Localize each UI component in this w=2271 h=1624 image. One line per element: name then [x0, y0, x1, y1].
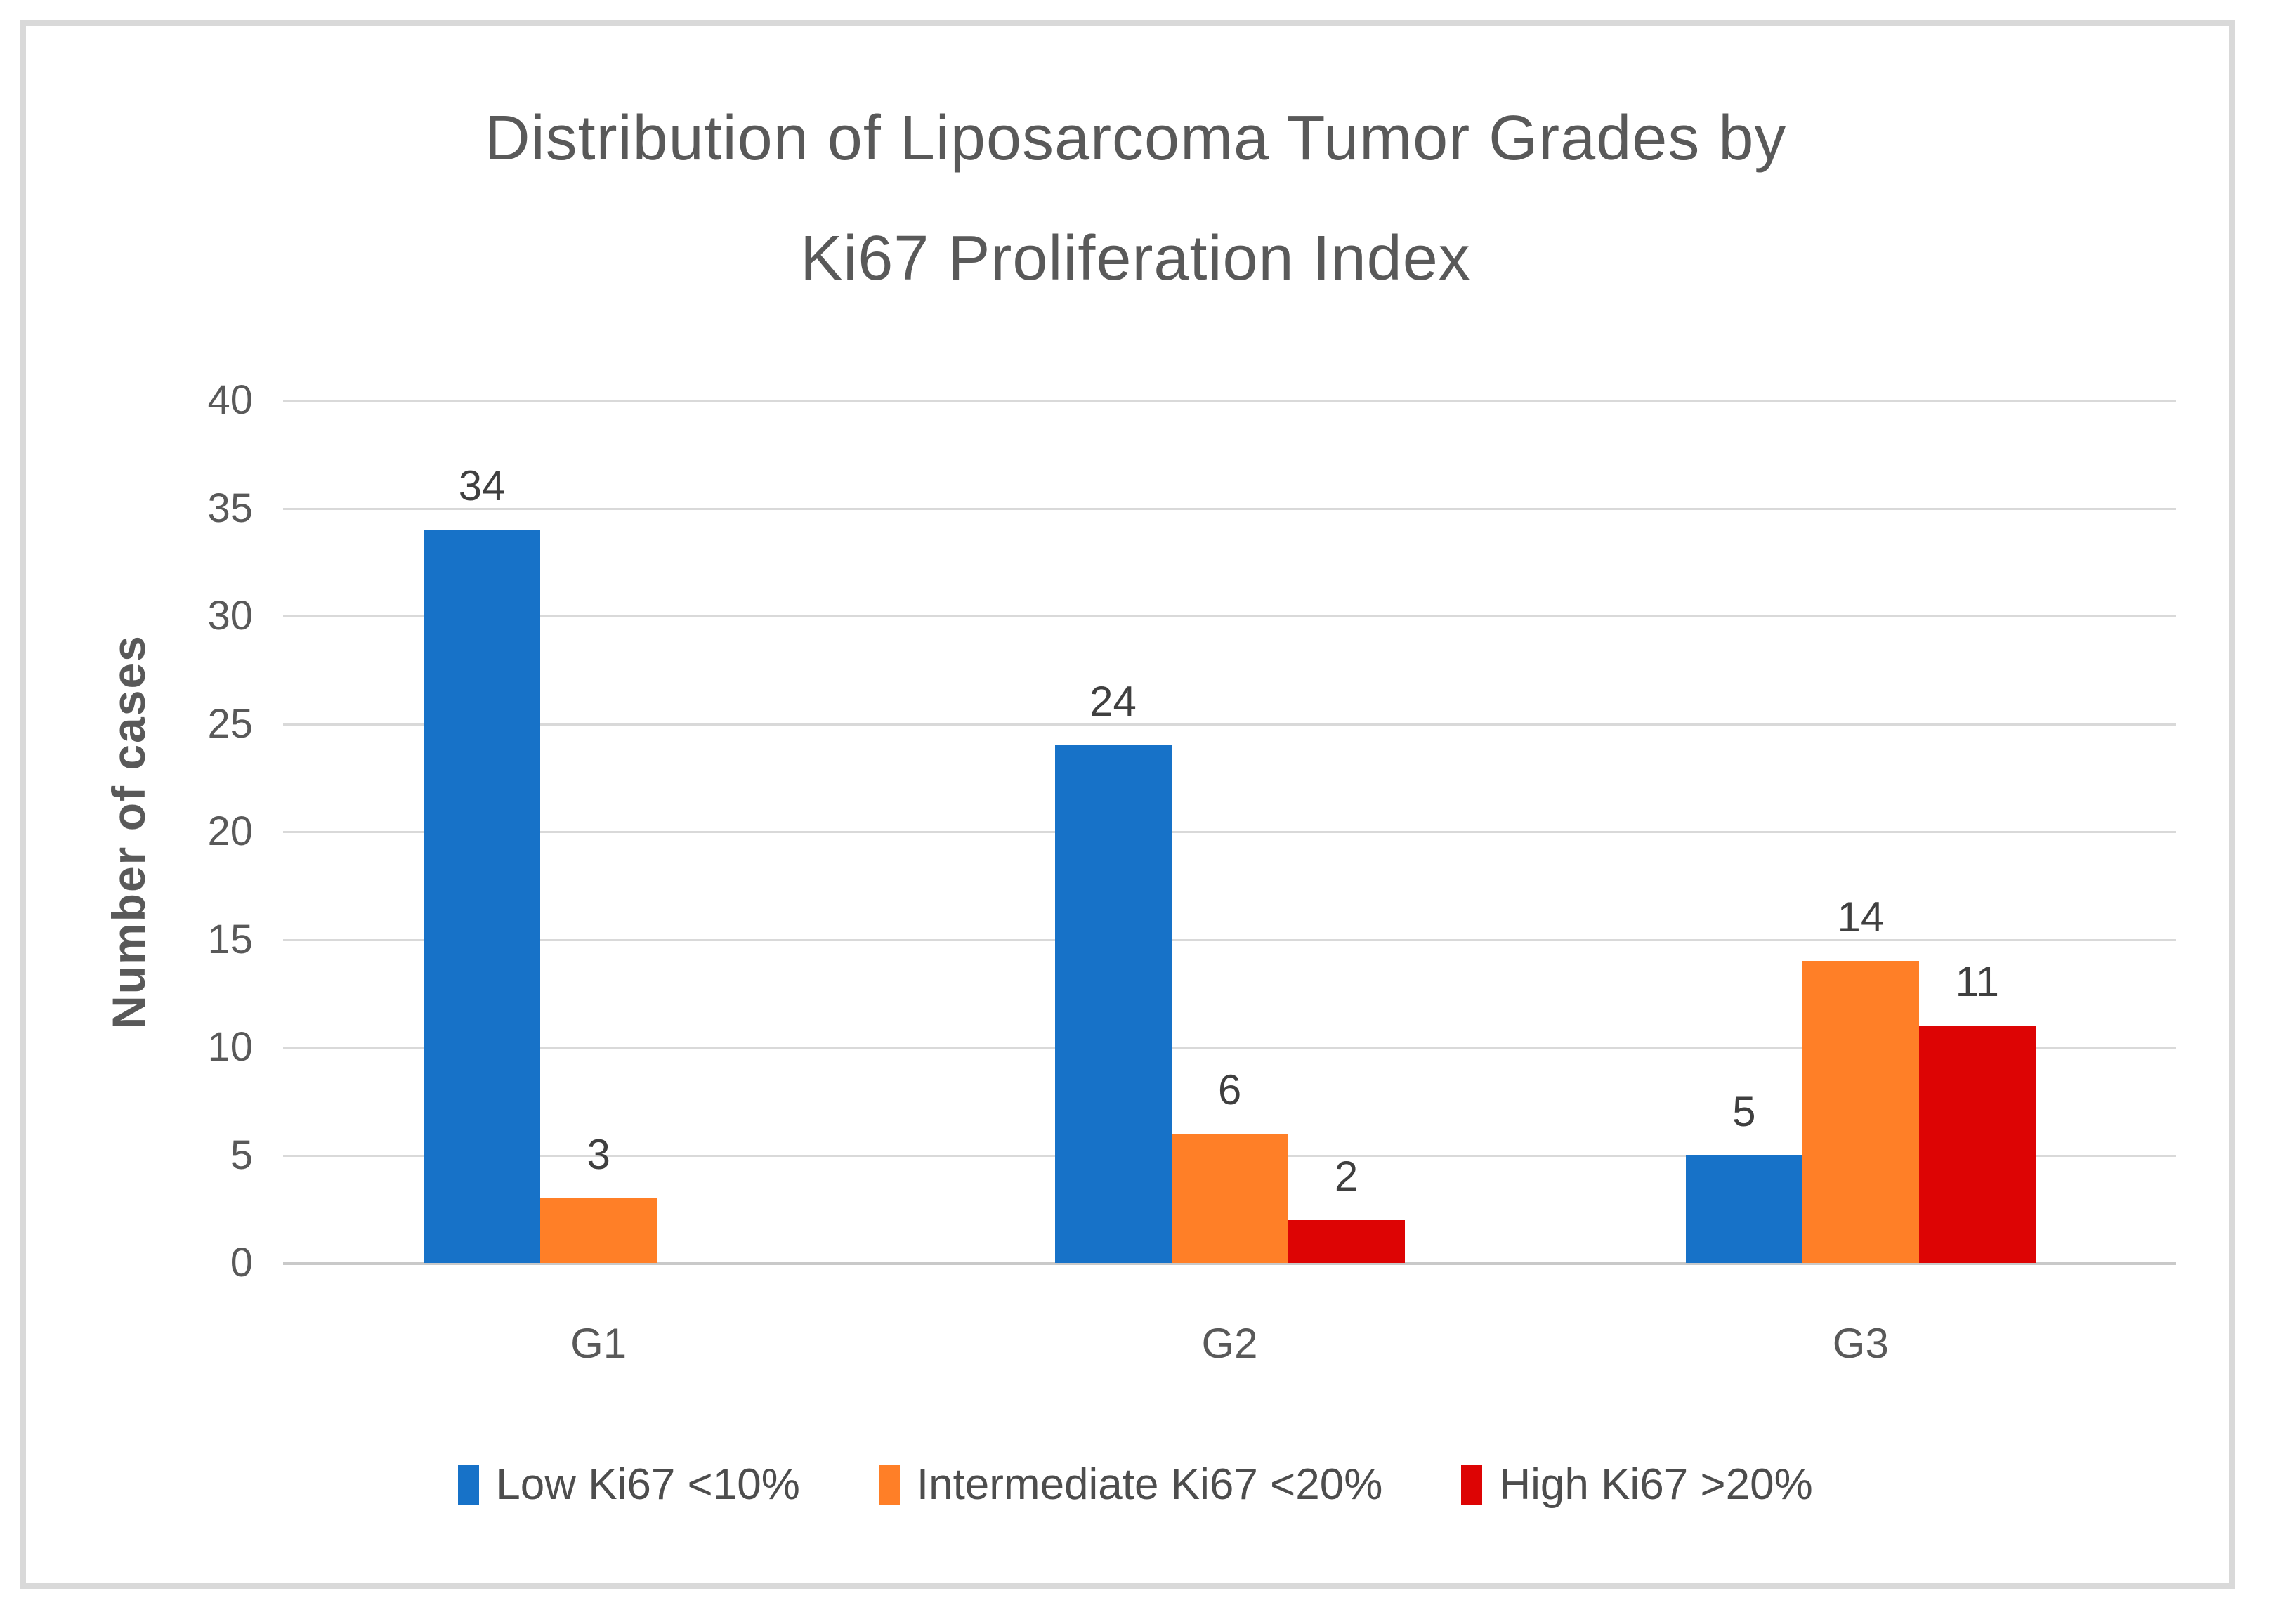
- chart-title: Distribution of Liposarcoma Tumor Grades…: [0, 79, 2271, 319]
- bar-value-label-G2-series-0: 24: [1089, 678, 1137, 726]
- bar-G1-series-1: [540, 1198, 657, 1263]
- gridline-0: [283, 1262, 2176, 1265]
- gridline-15: [283, 938, 2176, 941]
- bar-G3-series-1: [1802, 961, 1919, 1263]
- gridline-10: [283, 1047, 2176, 1049]
- bar-G2-series-1: [1171, 1133, 1288, 1263]
- chart-title-line-1: Distribution of Liposarcoma Tumor Grades…: [484, 103, 1787, 173]
- legend-label-2: High Ki67 >20%: [1499, 1460, 1813, 1509]
- bar-slot-G2-2: 2: [1288, 400, 1405, 1263]
- bar-value-label-G3-series-2: 11: [1955, 958, 1999, 1006]
- gridline-30: [283, 615, 2176, 617]
- bar-slot-G3-0: 5: [1685, 400, 1802, 1263]
- legend-label-0: Low Ki67 <10%: [496, 1460, 800, 1509]
- y-tick-label-25: 25: [207, 700, 253, 747]
- bar-G1-series-0: [424, 530, 541, 1263]
- y-tick-label-30: 30: [207, 593, 253, 639]
- y-tick-label-15: 15: [207, 916, 253, 962]
- bar-value-label-G3-series-1: 14: [1837, 893, 1885, 941]
- bar-value-label-G1-series-1: 3: [587, 1130, 610, 1178]
- legend-entry-1: Intermediate Ki67 <20%: [878, 1460, 1383, 1510]
- legend-entry-2: High Ki67 >20%: [1461, 1460, 1813, 1510]
- category-label-G1: G1: [570, 1320, 627, 1367]
- y-tick-label-35: 35: [207, 485, 253, 531]
- legend-swatch-2: [1461, 1464, 1483, 1505]
- y-tick-label-20: 20: [207, 808, 253, 854]
- category-label-G3: G3: [1832, 1320, 1889, 1367]
- legend: Low Ki67 <10% Intermediate Ki67 <20% High …: [0, 1460, 2271, 1510]
- bar-value-label-G1-series-0: 34: [458, 462, 506, 510]
- gridline-20: [283, 831, 2176, 833]
- legend-label-1: Intermediate Ki67 <20%: [916, 1460, 1383, 1509]
- bar-G2-series-2: [1288, 1219, 1405, 1263]
- legend-swatch-1: [878, 1464, 900, 1505]
- bar-slot-G2-1: 6: [1171, 400, 1288, 1263]
- bar-value-label-G2-series-1: 6: [1217, 1066, 1242, 1113]
- plot-area: 34 3 24 6 2 5 14 11: [283, 400, 2176, 1265]
- gridline-25: [283, 723, 2176, 726]
- bar-value-label-G3-series-0: 5: [1732, 1087, 1756, 1135]
- bar-slot-G1-0: 34: [424, 400, 541, 1263]
- bar-slot-G1-1: 3: [540, 400, 657, 1263]
- y-tick-label-40: 40: [207, 377, 253, 423]
- legend-swatch-0: [458, 1464, 480, 1505]
- bar-G2-series-0: [1054, 745, 1172, 1263]
- bar-G3-series-2: [1918, 1026, 2036, 1263]
- category-label-G2: G2: [1201, 1320, 1258, 1367]
- chart-title-line-2: Ki67 Proliferation Index: [800, 223, 1471, 294]
- bar-value-label-G2-series-2: 2: [1334, 1152, 1359, 1200]
- legend-entry-0: Low Ki67 <10%: [458, 1460, 800, 1510]
- y-tick-label-10: 10: [207, 1024, 253, 1070]
- bar-slot-G1-2: [657, 400, 773, 1263]
- gridline-35: [283, 507, 2176, 510]
- gridline-40: [283, 400, 2176, 402]
- bar-slot-G2-0: 24: [1054, 400, 1172, 1263]
- y-tick-label-5: 5: [230, 1132, 253, 1178]
- bar-G3-series-0: [1685, 1155, 1802, 1263]
- y-tick-label-0: 0: [230, 1240, 253, 1285]
- bar-slot-G3-2: 11: [1918, 400, 2036, 1263]
- bar-slot-G3-1: 14: [1802, 400, 1919, 1263]
